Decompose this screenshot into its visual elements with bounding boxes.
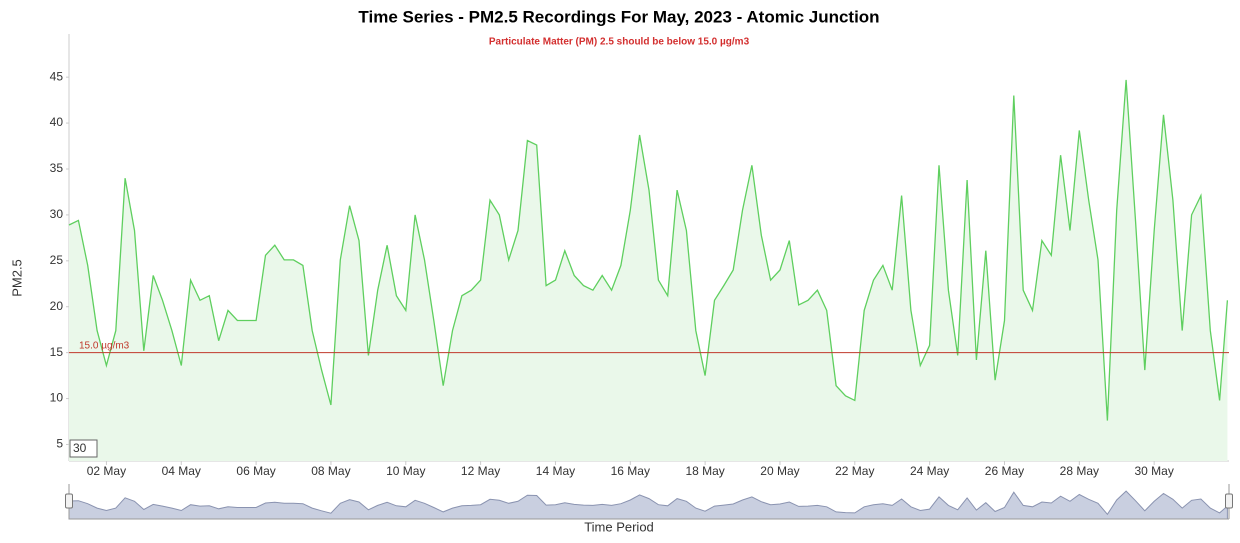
- y-tick-label: 30: [50, 207, 64, 221]
- y-tick-label: 40: [50, 115, 64, 129]
- input-box[interactable]: [69, 439, 98, 458]
- chart-subtitle: Particulate Matter (PM) 2.5 should be be…: [489, 37, 750, 48]
- navigator-handle[interactable]: [65, 493, 73, 509]
- x-tick-label: 18 May: [685, 464, 724, 478]
- input-value[interactable]: 30: [73, 441, 87, 455]
- x-tick-label: 30 May: [1134, 464, 1173, 478]
- x-tick-label: 16 May: [611, 464, 650, 478]
- y-axis-label: PM2.5: [9, 259, 24, 297]
- area: [69, 79, 1228, 462]
- navigator-handle[interactable]: [1225, 493, 1233, 509]
- x-tick-label: 14 May: [536, 464, 575, 478]
- navigator-area: [68, 490, 1228, 520]
- y-tick-label: 45: [50, 69, 64, 83]
- x-tick-label: 08 May: [311, 464, 350, 478]
- x-tick-label: 02 May: [87, 464, 126, 478]
- x-tick-label: 06 May: [236, 464, 275, 478]
- x-tick-label: 12 May: [461, 464, 500, 478]
- y-tick-label: 25: [50, 253, 64, 267]
- x-tick-label: 22 May: [835, 464, 874, 478]
- x-tick-label: 24 May: [910, 464, 949, 478]
- x-tick-label: 04 May: [162, 464, 201, 478]
- y-tick-label: 5: [56, 437, 63, 451]
- y-tick-label: 20: [50, 299, 64, 313]
- threshold-label: 15.0 µg/m3: [79, 340, 130, 351]
- x-tick-label: 10 May: [386, 464, 425, 478]
- y-tick-label: 35: [50, 161, 64, 175]
- chart-title: Time Series - PM2.5 Recordings For May, …: [358, 7, 879, 26]
- x-axis-label: Time Period: [584, 519, 654, 534]
- x-tick-label: 28 May: [1060, 464, 1099, 478]
- y-tick-label: 10: [50, 391, 64, 405]
- x-tick-label: 26 May: [985, 464, 1024, 478]
- x-tick-label: 20 May: [760, 464, 799, 478]
- y-tick-label: 15: [50, 345, 64, 359]
- line: [68, 79, 1229, 421]
